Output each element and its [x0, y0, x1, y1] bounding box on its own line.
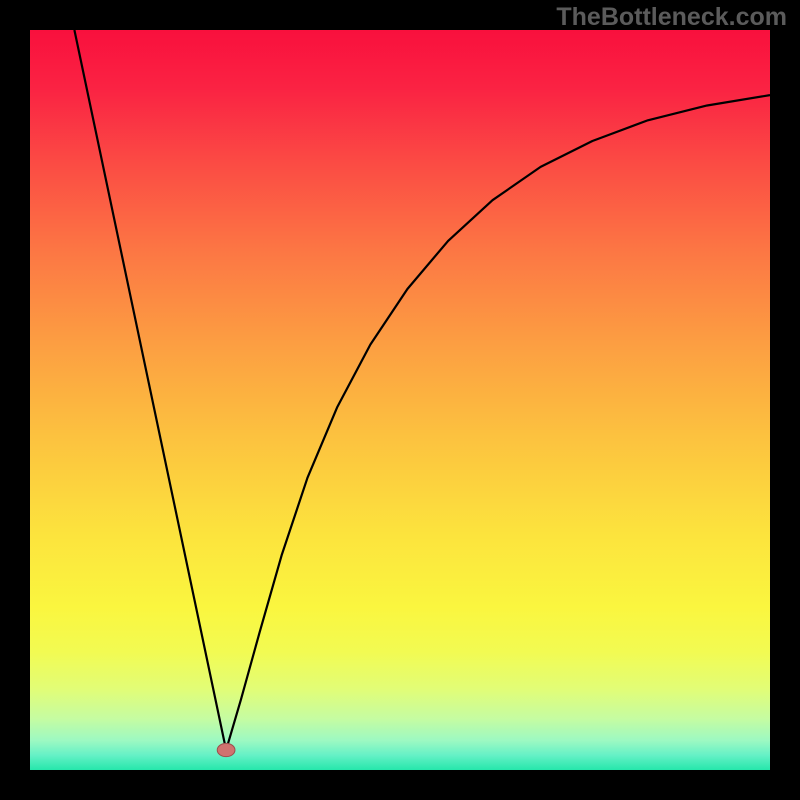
min-marker	[217, 743, 235, 756]
watermark-text: TheBottleneck.com	[556, 3, 787, 32]
chart-frame: TheBottleneck.com	[0, 0, 800, 800]
curve-layer	[30, 30, 770, 770]
bottleneck-curve	[74, 30, 770, 750]
plot-area	[30, 30, 770, 770]
